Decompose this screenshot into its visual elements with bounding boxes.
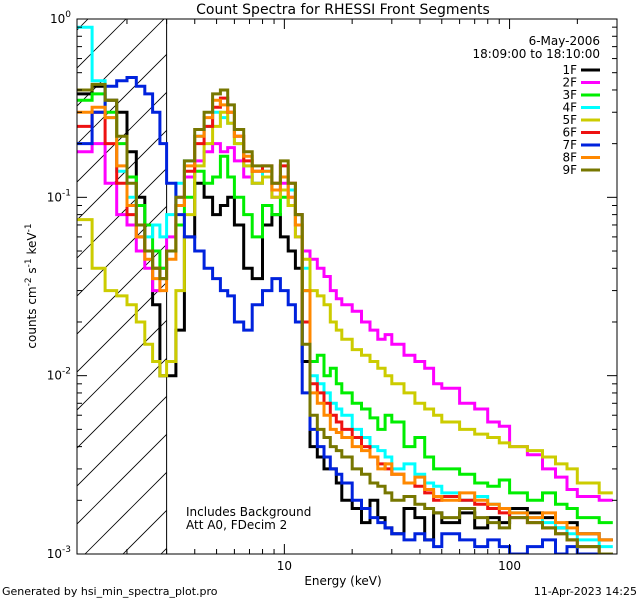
legend-label-8F: 8F	[562, 151, 577, 165]
legend-label-7F: 7F	[562, 138, 577, 152]
hatch-line	[77, 205, 167, 297]
series-8F	[77, 98, 613, 542]
y-axis: 100 10-1 10-2 10-3	[47, 10, 617, 561]
hatch-line	[77, 243, 167, 335]
legend-time-range: 18:09:00 to 18:10:00	[473, 47, 600, 61]
series-9F	[77, 82, 613, 554]
annotation-attenuator: Att A0, FDecim 2	[186, 518, 287, 532]
legend-date: 6-May-2006	[529, 34, 600, 48]
annotation-background: Includes Background	[186, 505, 311, 519]
hatch-line	[77, 357, 167, 449]
hatch-line	[77, 281, 167, 373]
hatch-line	[77, 319, 167, 411]
series-lines	[77, 25, 613, 554]
legend-label-5F: 5F	[562, 113, 577, 127]
hatch-line	[77, 53, 167, 145]
x-tick-label: 10	[277, 559, 292, 573]
series-5F	[77, 110, 613, 495]
series-7F	[77, 76, 613, 554]
plot-frame	[76, 18, 618, 555]
x-axis-label: Energy (keV)	[304, 574, 381, 588]
series-4F	[77, 25, 613, 549]
legend-label-2F: 2F	[562, 76, 577, 90]
hatch-line	[77, 433, 167, 525]
series-6F	[77, 96, 613, 554]
y-axis-label: counts cm-2 s-1 keV-1	[24, 223, 39, 348]
x-tick-label: 100	[498, 559, 521, 573]
hatch-line	[77, 91, 167, 183]
hatch-line	[237, 0, 640, 554]
legend-label-1F: 1F	[562, 63, 577, 77]
y-tick-label: 10-3	[47, 545, 71, 561]
series-2F	[77, 142, 613, 502]
legend-label-4F: 4F	[562, 101, 577, 115]
chart-title: Count Spectra for RHESSI Front Segments	[196, 2, 490, 18]
legend-label-9F: 9F	[562, 163, 577, 177]
hatch-line	[77, 19, 127, 69]
legend-label-3F: 3F	[562, 88, 577, 102]
footer-timestamp: 11-Apr-2023 14:25	[534, 585, 637, 598]
x-axis: 10 100	[126, 19, 618, 573]
legend-label-6F: 6F	[562, 126, 577, 140]
y-tick-label: 100	[50, 10, 71, 26]
y-tick-label: 10-1	[47, 188, 71, 204]
hatch-line	[77, 395, 167, 487]
legend: 6-May-2006 18:09:00 to 18:10:00 1F2F3F4F…	[473, 34, 600, 177]
footer-generated-by: Generated by hsi_min_spectra_plot.pro	[2, 585, 218, 598]
y-tick-label: 10-2	[47, 367, 71, 383]
hatch-line	[77, 167, 167, 259]
series-1F	[77, 84, 613, 542]
